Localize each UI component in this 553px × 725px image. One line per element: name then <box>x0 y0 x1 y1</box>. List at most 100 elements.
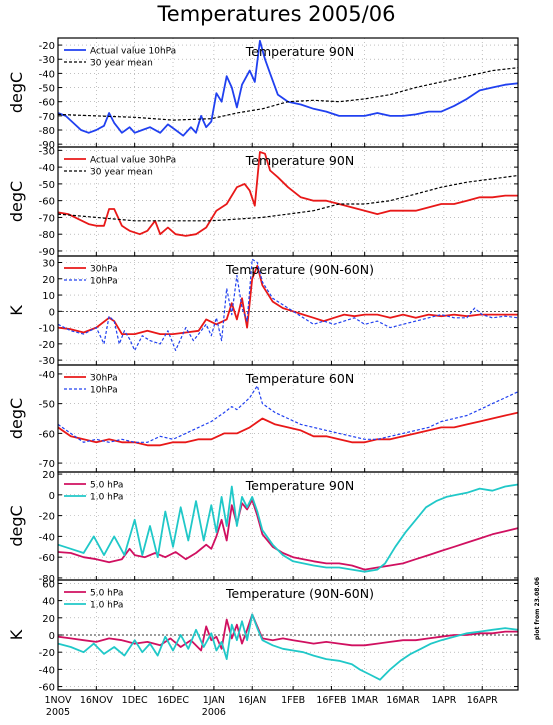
chart-title: Temperatures 2005/06 <box>157 2 396 26</box>
y-tick-label: 60 <box>42 579 55 590</box>
y-tick-label: -60 <box>39 98 55 109</box>
series-line-1 <box>57 499 519 571</box>
x-tick-label: 16MAR <box>386 695 420 706</box>
series-line-1 <box>57 613 518 652</box>
y-tick-label: -90 <box>39 140 55 151</box>
panel-6: 60 40 20 0 -20 -40 -60 K Temperature (90N-60N) 5.… <box>7 579 519 694</box>
y-tick-label: 20 <box>42 470 55 481</box>
panel-title: Temperature 60N <box>245 371 354 386</box>
x-tick-label: 16JAN <box>238 695 266 706</box>
panel-frame <box>57 579 519 691</box>
x-tick-label: 16DEC <box>157 695 189 706</box>
y-axis-label: degC <box>7 181 26 222</box>
x-tick-label: 1NOV <box>45 695 72 706</box>
y-tick-label: -40 <box>39 163 55 174</box>
legend-label: 1.0 hPa <box>90 601 123 611</box>
legend-label: 5.0 hPa <box>90 481 123 491</box>
x-tick-label: 16APR <box>467 695 498 706</box>
y-axis-label: degC <box>7 398 26 439</box>
legend-label: 1.0 hPa <box>90 493 123 503</box>
y-tick-label: -50 <box>39 400 55 411</box>
x-tick-sublabel: 2005 <box>46 707 70 718</box>
legend-label: 30hPa <box>90 265 118 275</box>
y-tick-label: -80 <box>39 230 55 241</box>
series-line-2 <box>57 613 519 681</box>
legend-label: 10hPa <box>90 386 118 396</box>
y-tick-label: -20 <box>39 648 55 659</box>
y-axis-label: degC <box>7 72 26 113</box>
series-line-2 <box>57 258 519 351</box>
x-tick-label: 1FEB <box>281 695 305 706</box>
y-tick-label: -60 <box>39 429 55 440</box>
x-tick-label: 1APR <box>431 695 456 706</box>
x-tick-label: 1DEC <box>122 695 148 706</box>
y-tick-label: -20 <box>39 512 55 523</box>
panel-1: -20 -30 -40 -50 -60 -70 -80 -90 degC Temperature … <box>7 37 519 151</box>
y-tick-label: -20 <box>39 41 55 52</box>
y-tick-label: 10 <box>42 291 55 302</box>
legend-label: 10hPa <box>90 277 118 287</box>
panel-3: 30 20 10 0 -10 -20 -30 K Temperature (90N-60N) 30… <box>7 255 519 367</box>
y-tick-label: 0 <box>49 631 55 642</box>
y-tick-label: -80 <box>39 126 55 137</box>
y-tick-label: 0 <box>49 307 55 318</box>
y-axis-label: K <box>7 629 26 640</box>
series-line-1 <box>57 411 519 447</box>
series-line-1 <box>57 264 518 336</box>
y-tick-label: -60 <box>39 197 55 208</box>
y-tick-label: -60 <box>39 683 55 694</box>
x-tick-label: 1MAR <box>351 695 379 706</box>
y-tick-label: -30 <box>39 146 55 157</box>
panel-4: -40 -50 -60 -70 degC Temperature 60N 30hPa 10hP… <box>7 364 519 473</box>
y-axis-label: degC <box>7 505 26 546</box>
series-line-2 <box>57 483 519 573</box>
y-tick-label: -40 <box>39 532 55 543</box>
x-tick-label: 16NOV <box>80 695 114 706</box>
x-tick-label: 1JAN <box>203 695 225 706</box>
panel-title: Temperature 90N <box>245 153 354 168</box>
y-tick-label: -70 <box>39 213 55 224</box>
panel-2: -30 -40 -50 -60 -70 -80 -90 degC Temperature 90N… <box>7 146 519 258</box>
panel-title: Temperature (90N-60N) <box>225 262 374 277</box>
series-line-1 <box>57 39 519 137</box>
panel-title: Temperature (90N-60N) <box>225 586 374 601</box>
y-tick-label: -20 <box>39 340 55 351</box>
y-tick-label: -70 <box>39 459 55 470</box>
series-line-2 <box>57 385 519 443</box>
y-tick-label: 40 <box>42 597 55 608</box>
x-tick-sublabel: 2006 <box>202 707 226 718</box>
y-tick-label: 0 <box>49 491 55 502</box>
y-tick-label: -90 <box>39 247 55 258</box>
y-tick-label: -40 <box>39 370 55 381</box>
y-tick-label: -70 <box>39 112 55 123</box>
y-tick-label: -10 <box>39 324 55 335</box>
panel-title: Temperature 90N <box>245 44 354 59</box>
legend-label: 5.0 hPa <box>90 589 123 599</box>
series-line-1 <box>57 151 518 237</box>
legend-label: Actual value 10hPa <box>90 47 176 57</box>
series-line-2 <box>57 174 519 222</box>
y-tick-label: -80 <box>39 574 55 585</box>
series-line-2 <box>57 67 519 121</box>
legend-label: 30hPa <box>90 374 118 384</box>
y-tick-label: -40 <box>39 665 55 676</box>
y-tick-label: 30 <box>42 259 55 270</box>
y-tick-label: -50 <box>39 84 55 95</box>
y-tick-label: -30 <box>39 55 55 66</box>
y-tick-label: -50 <box>39 180 55 191</box>
plot-date-note: plot from 23.08.06 <box>534 576 541 640</box>
x-tick-label: 16FEB <box>316 695 346 706</box>
panel-title: Temperature 90N <box>245 478 354 493</box>
y-axis-label: K <box>7 305 26 316</box>
y-tick-label: -60 <box>39 553 55 564</box>
y-tick-label: -30 <box>39 356 55 367</box>
panel-5: 20 0 -20 -40 -60 -80 degC Temperature 90N 5.0 hP… <box>7 470 519 585</box>
legend-label: Actual value 30hPa <box>90 156 176 166</box>
y-tick-label: 20 <box>42 614 55 625</box>
legend-label: 30 year mean <box>90 168 153 178</box>
y-tick-label: -40 <box>39 69 55 80</box>
y-tick-label: 20 <box>42 275 55 286</box>
legend-label: 30 year mean <box>90 59 153 69</box>
